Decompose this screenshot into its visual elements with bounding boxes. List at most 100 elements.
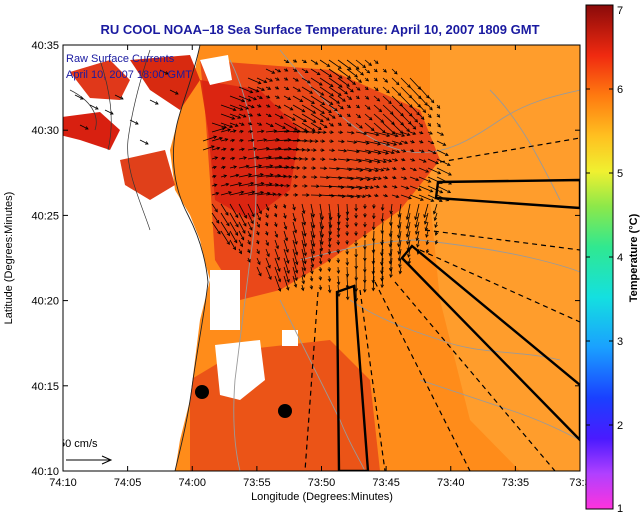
- current-vector-head: [257, 113, 262, 117]
- current-vector-head: [378, 108, 383, 113]
- current-vector-head: [264, 222, 269, 227]
- current-vector: [337, 230, 339, 238]
- current-vector-head: [398, 270, 403, 275]
- current-vector: [265, 203, 269, 211]
- current-vector: [319, 248, 322, 258]
- current-vector-head: [213, 165, 217, 170]
- current-vector-head: [330, 93, 334, 97]
- current-vector: [355, 167, 372, 172]
- current-vector-head: [356, 104, 361, 109]
- current-vector-head: [425, 241, 430, 246]
- current-vector-head: [293, 284, 298, 288]
- current-vector: [211, 203, 218, 213]
- current-vector: [238, 86, 253, 93]
- current-vector: [274, 248, 280, 261]
- current-vector-head: [336, 270, 341, 274]
- current-vector-head: [292, 117, 296, 121]
- current-vector-head: [265, 207, 270, 212]
- current-vector-head: [226, 222, 230, 227]
- current-vector: [436, 140, 446, 146]
- x-tick-label: 73:45: [372, 477, 400, 489]
- current-vector: [399, 266, 402, 274]
- current-vector-head: [371, 238, 376, 243]
- current-vector-head: [393, 166, 397, 171]
- current-vector: [337, 104, 344, 110]
- current-vector: [355, 194, 366, 198]
- current-vector: [389, 221, 393, 237]
- current-vector-head: [414, 216, 418, 221]
- current-vector: [418, 185, 433, 193]
- current-vector: [229, 113, 241, 119]
- current-vector-head: [79, 96, 84, 100]
- current-vector-head: [276, 256, 280, 261]
- current-vector: [319, 68, 332, 78]
- current-vector-head: [285, 193, 289, 197]
- current-vector-head: [350, 130, 355, 135]
- current-vector: [238, 165, 249, 169]
- current-vector-head: [371, 249, 376, 254]
- current-vector-head: [336, 281, 341, 286]
- current-vector-head: [214, 208, 218, 213]
- current-vector: [418, 158, 427, 163]
- current-vector: [337, 176, 354, 180]
- current-vector-head: [389, 210, 393, 215]
- current-vector-head: [326, 175, 330, 180]
- current-vector: [337, 68, 351, 79]
- current-vector: [292, 230, 298, 245]
- current-vector-head: [354, 215, 358, 219]
- current-vector-head: [119, 96, 124, 100]
- current-vector: [355, 122, 363, 129]
- current-vector-head: [346, 83, 350, 87]
- current-vector: [310, 203, 315, 217]
- current-vector-head: [399, 130, 404, 134]
- current-vector: [247, 156, 259, 160]
- current-vector-head: [368, 168, 373, 173]
- current-vector-head: [327, 259, 331, 263]
- current-vector-head: [240, 129, 244, 134]
- current-vector-head: [344, 90, 348, 95]
- current-vector-head: [356, 95, 360, 100]
- current-vector: [328, 122, 334, 127]
- x-tick-label: 73:40: [437, 477, 465, 489]
- current-vector-head: [415, 237, 420, 242]
- current-vector-head: [294, 269, 299, 274]
- current-vector-head: [164, 71, 169, 75]
- current-vector: [414, 203, 420, 220]
- current-vector: [389, 248, 393, 264]
- current-vector: [433, 203, 438, 214]
- current-vector: [211, 221, 221, 235]
- current-vector-head: [231, 116, 236, 120]
- current-vector-head: [293, 127, 298, 131]
- current-vector: [373, 131, 390, 137]
- current-vector-head: [386, 167, 390, 171]
- current-vector: [247, 182, 264, 187]
- current-vector-head: [435, 161, 440, 165]
- current-vector: [406, 221, 411, 237]
- colorbar-tick-label: 7: [617, 5, 623, 17]
- current-vector-head: [386, 142, 391, 146]
- current-vector-head: [275, 86, 280, 90]
- current-vector-head: [388, 159, 393, 163]
- current-vector-head: [378, 176, 382, 180]
- current-vector-head: [249, 129, 254, 134]
- current-vector: [337, 77, 350, 87]
- current-vector: [436, 122, 441, 128]
- current-vector-head: [340, 105, 344, 110]
- current-vector-head: [284, 68, 289, 72]
- current-vector-head: [303, 59, 307, 64]
- current-vector-head: [235, 173, 240, 178]
- current-vector: [274, 148, 291, 151]
- surface-current-vectors: [74, 59, 453, 302]
- current-vector-head: [268, 276, 272, 280]
- current-vector-head: [245, 106, 250, 110]
- current-vector-head: [242, 114, 247, 118]
- current-vector: [346, 77, 356, 85]
- current-vector: [274, 166, 289, 169]
- current-vector: [265, 257, 271, 269]
- current-vector-head: [343, 148, 348, 153]
- current-vector: [400, 131, 410, 136]
- current-vector-head: [430, 140, 435, 145]
- current-vector-head: [226, 241, 230, 246]
- current-vector: [274, 184, 284, 187]
